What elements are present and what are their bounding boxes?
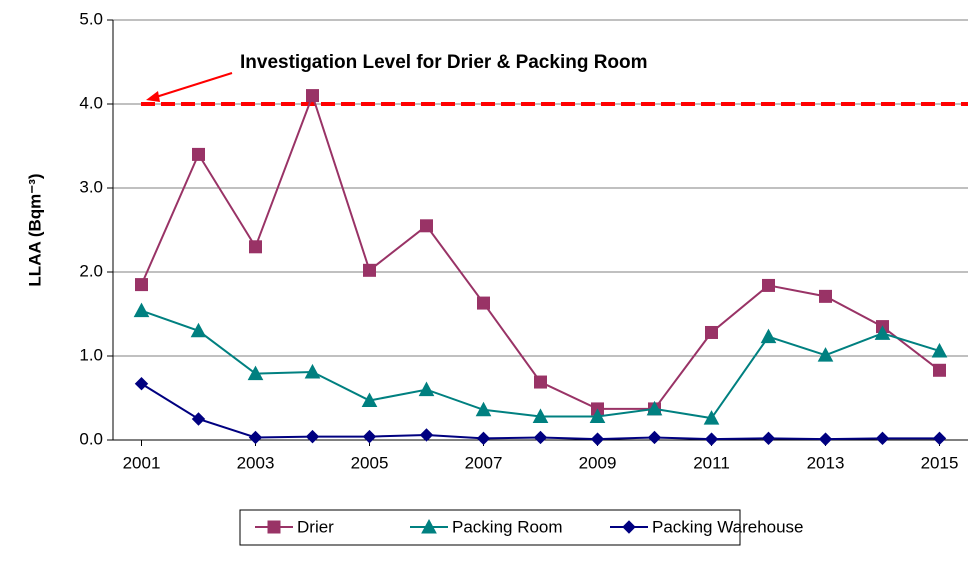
marker [817,347,834,362]
marker [363,263,376,277]
y-tick-label: 0.0 [79,429,103,448]
y-axis-label: LLAA (Bqm⁻³) [25,173,44,286]
marker [875,431,890,446]
y-tick-label: 1.0 [79,345,103,364]
legend-label: Drier [297,517,334,536]
marker [933,363,946,377]
marker [760,328,777,344]
x-tick-label: 2007 [465,453,503,472]
legend-item: Packing Warehouse [610,517,804,536]
marker [874,325,891,340]
marker [247,365,264,381]
marker [249,240,262,254]
legend-item: Packing Room [410,517,563,536]
marker [818,432,833,446]
y-tick-label: 5.0 [79,9,103,28]
marker [762,278,775,292]
marker [248,430,263,445]
x-tick-label: 2001 [123,453,161,472]
legend-label: Packing Warehouse [652,517,804,536]
marker [475,401,492,417]
marker [418,381,435,397]
marker [590,432,605,446]
x-tick-label: 2015 [921,453,959,472]
legend-label: Packing Room [452,517,563,536]
x-tick-label: 2011 [693,453,730,472]
legend-marker [421,518,437,534]
marker [532,408,549,423]
marker [133,302,150,318]
marker [589,408,606,423]
marker [647,430,662,445]
series-line [141,309,940,420]
marker [819,289,832,303]
x-tick-label: 2013 [807,453,845,472]
x-tick-label: 2003 [237,453,275,472]
legend-item: Drier [255,517,334,536]
marker [420,219,433,233]
marker [305,429,320,444]
y-tick-label: 4.0 [79,93,103,112]
marker [534,375,547,389]
marker [533,430,548,445]
marker [931,342,948,358]
marker [190,322,207,338]
legend-marker [267,520,281,534]
arrow-head [146,91,160,102]
legend-box [239,509,741,546]
marker [304,363,321,379]
legend-marker [622,520,636,534]
marker [134,377,149,391]
marker [362,429,377,444]
marker [192,147,205,161]
marker [932,431,947,446]
marker [703,410,720,425]
marker [704,432,719,446]
marker [419,428,434,442]
y-tick-label: 2.0 [79,261,103,280]
marker [476,431,491,446]
y-tick-label: 3.0 [79,177,103,196]
marker [191,412,206,426]
annotation-arrow [155,72,233,98]
marker [361,392,378,408]
marker [306,89,319,103]
x-tick-label: 2005 [351,453,389,472]
marker [135,278,148,292]
marker [477,296,490,310]
marker [761,431,776,446]
marker [646,400,663,416]
marker [705,325,718,339]
x-tick-label: 2009 [579,453,617,472]
annotation: Investigation Level for Drier & Packing … [240,52,648,73]
